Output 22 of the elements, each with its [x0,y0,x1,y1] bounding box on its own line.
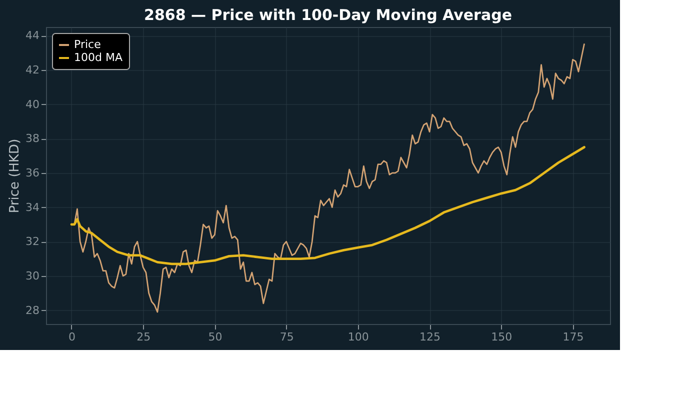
x-tick-label: 175 [562,330,584,344]
y-tick-label: 30 [26,269,40,282]
y-tick-label: 44 [26,29,40,42]
x-tick-label: 100 [348,330,369,344]
y-tick-label: 38 [26,132,40,146]
line-series [70,146,586,266]
y-axis-title: Price (HKD) [8,138,23,214]
y-tick-label: 40 [26,98,40,111]
y-tick-label: 36 [26,166,40,180]
x-tick-label: 25 [136,330,151,344]
x-tick-label: 125 [420,330,441,344]
x-tick-label: 150 [491,330,512,344]
y-tick-label: 28 [26,304,40,317]
y-tick-label: 32 [26,235,40,248]
x-tick-label: 0 [68,330,76,344]
y-tick-label: 34 [26,200,40,214]
chart-title: 2868 — Price with 100-Day Moving Average [144,6,512,24]
y-tick-label: 42 [26,63,40,76]
legend-label: 100d MA [74,51,123,64]
x-tick-label: 75 [280,330,294,344]
x-tick-label: 50 [208,330,222,344]
legend-label: Price [74,38,102,51]
